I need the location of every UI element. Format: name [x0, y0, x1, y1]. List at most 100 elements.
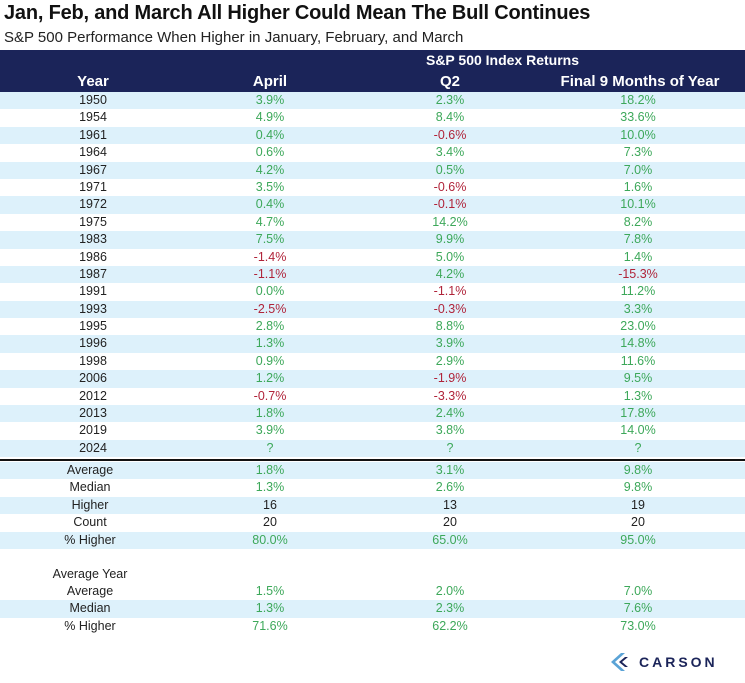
value-cell: 18.2%	[620, 93, 656, 107]
table-row: 1998 0.9% 2.9% 11.6%	[0, 353, 745, 370]
row-label-cell: 1964	[79, 145, 107, 160]
row-label-cell: 1971	[79, 179, 107, 194]
row-label-cell: Median	[69, 601, 111, 616]
table-row: % Higher 71.6% 62.2% 73.0%	[0, 618, 745, 635]
value-cell: 3.1%	[435, 463, 465, 477]
table-row: 1964 0.6% 3.4% 7.3%	[0, 144, 745, 161]
value-cell: -15.3%	[618, 266, 658, 281]
value-cell: 0.4%	[255, 197, 285, 212]
value-cell: -1.4%	[253, 249, 287, 264]
row-label-cell: 2012	[79, 388, 107, 403]
table-row: % Higher 80.0% 65.0% 95.0%	[0, 531, 745, 549]
table-row: Count 20 20 20	[0, 514, 745, 531]
value-cell: 2.6%	[435, 480, 465, 495]
value-cell: -2.5%	[253, 301, 287, 316]
value-cell: 11.2%	[620, 284, 656, 299]
row-label-cell: 2006	[79, 371, 107, 386]
value-cell: 4.2%	[255, 162, 285, 177]
row-label-cell: 1986	[79, 249, 107, 264]
chart-title: Jan, Feb, and March All Higher Could Mea…	[4, 2, 591, 24]
chart-subtitle: S&P 500 Performance When Higher in Janua…	[4, 29, 464, 46]
value-cell: -1.9%	[433, 371, 467, 386]
row-label-cell: 1983	[79, 232, 107, 247]
value-cell: 7.0%	[623, 584, 653, 598]
table-row: 1986 -1.4% 5.0% 1.4%	[0, 249, 745, 266]
value-cell: 4.9%	[255, 110, 285, 125]
table-header: S&P 500 Index Returns Year April Q2 Fina…	[0, 50, 745, 92]
value-cell: ?	[446, 440, 454, 455]
value-cell: -3.3%	[433, 388, 467, 403]
value-cell: 1.4%	[623, 249, 653, 264]
table-row: 1954 4.9% 8.4% 33.6%	[0, 109, 745, 126]
value-cell: 3.9%	[255, 93, 285, 107]
value-cell: -0.6%	[433, 127, 467, 142]
table-row: 1950 3.9% 2.3% 18.2%	[0, 92, 745, 110]
value-cell: 3.5%	[255, 179, 285, 194]
value-cell: 16	[263, 497, 277, 512]
row-label-cell: 1972	[79, 197, 107, 212]
value-cell: 65.0%	[432, 532, 468, 547]
value-cell: 1.6%	[623, 179, 653, 194]
value-cell: 1.5%	[255, 584, 285, 598]
value-cell: 3.9%	[255, 423, 285, 438]
value-cell: 14.8%	[620, 336, 656, 351]
col-header-year: Year	[77, 73, 109, 90]
row-label-cell: Average	[66, 463, 114, 477]
value-cell: 2.0%	[435, 584, 465, 598]
value-cell: 2.8%	[255, 319, 285, 334]
table-row: 1961 0.4% -0.6% 10.0%	[0, 126, 745, 145]
col-header-final9: Final 9 Months of Year	[560, 73, 720, 90]
value-cell: 8.8%	[435, 319, 465, 334]
value-cell: 7.3%	[623, 145, 653, 160]
table-row: 1972 0.4% -0.1% 10.1%	[0, 196, 745, 214]
table-row: 1995 2.8% 8.8% 23.0%	[0, 318, 745, 335]
value-cell: 3.3%	[623, 301, 653, 316]
value-cell: 7.0%	[623, 162, 653, 177]
value-cell: 1.3%	[623, 388, 653, 403]
value-cell: 5.0%	[435, 249, 465, 264]
row-label-cell: 1967	[79, 162, 107, 177]
value-cell: 7.6%	[623, 601, 653, 616]
value-cell: 62.2%	[432, 618, 468, 633]
row-label-cell: 2013	[79, 406, 107, 421]
table-row: 2019 3.9% 3.8% 14.0%	[0, 422, 745, 439]
table-row: 2006 1.2% -1.9% 9.5%	[0, 370, 745, 388]
value-cell: 0.4%	[255, 127, 285, 142]
value-cell: -0.1%	[433, 197, 467, 212]
row-label-cell: 2024	[79, 440, 107, 455]
value-cell: 1.8%	[255, 463, 285, 477]
value-cell: 9.8%	[623, 463, 653, 477]
table-row: 2012 -0.7% -3.3% 1.3%	[0, 388, 745, 405]
table-row: 1987 -1.1% 4.2% -15.3%	[0, 265, 745, 284]
group-header: S&P 500 Index Returns	[425, 52, 580, 68]
value-cell: 0.5%	[435, 162, 465, 177]
value-cell: 3.4%	[435, 145, 465, 160]
value-cell: ?	[266, 440, 274, 455]
carson-logo-text: CARSON	[639, 654, 718, 670]
value-cell: 2.3%	[435, 601, 465, 616]
value-cell: 3.9%	[435, 336, 465, 351]
row-label-cell: 1991	[79, 284, 107, 299]
table-divider	[0, 459, 745, 461]
value-cell: 33.6%	[620, 110, 656, 125]
row-label-cell: 1954	[79, 110, 107, 125]
value-cell: 7.8%	[623, 232, 653, 247]
value-cell: 10.1%	[620, 197, 656, 212]
row-label-cell: 1993	[79, 301, 107, 316]
row-label-cell: % Higher	[64, 532, 116, 547]
value-cell: 73.0%	[620, 618, 656, 633]
value-cell: -0.7%	[253, 388, 287, 403]
value-cell: 8.4%	[435, 110, 465, 125]
table-row: 1971 3.5% -0.6% 1.6%	[0, 179, 745, 196]
table-row: 2024???	[0, 439, 745, 458]
row-label-cell: 1987	[79, 266, 107, 281]
value-cell: ?	[634, 440, 642, 455]
value-cell: 9.5%	[623, 371, 653, 386]
average-year-label-row: Average Year	[0, 566, 745, 583]
row-label-cell: 2019	[79, 423, 107, 438]
value-cell: 8.2%	[623, 214, 653, 229]
value-cell: 7.5%	[255, 232, 285, 247]
value-cell: 1.8%	[255, 406, 285, 421]
col-header-april: April	[252, 73, 288, 90]
value-cell: 80.0%	[252, 532, 288, 547]
